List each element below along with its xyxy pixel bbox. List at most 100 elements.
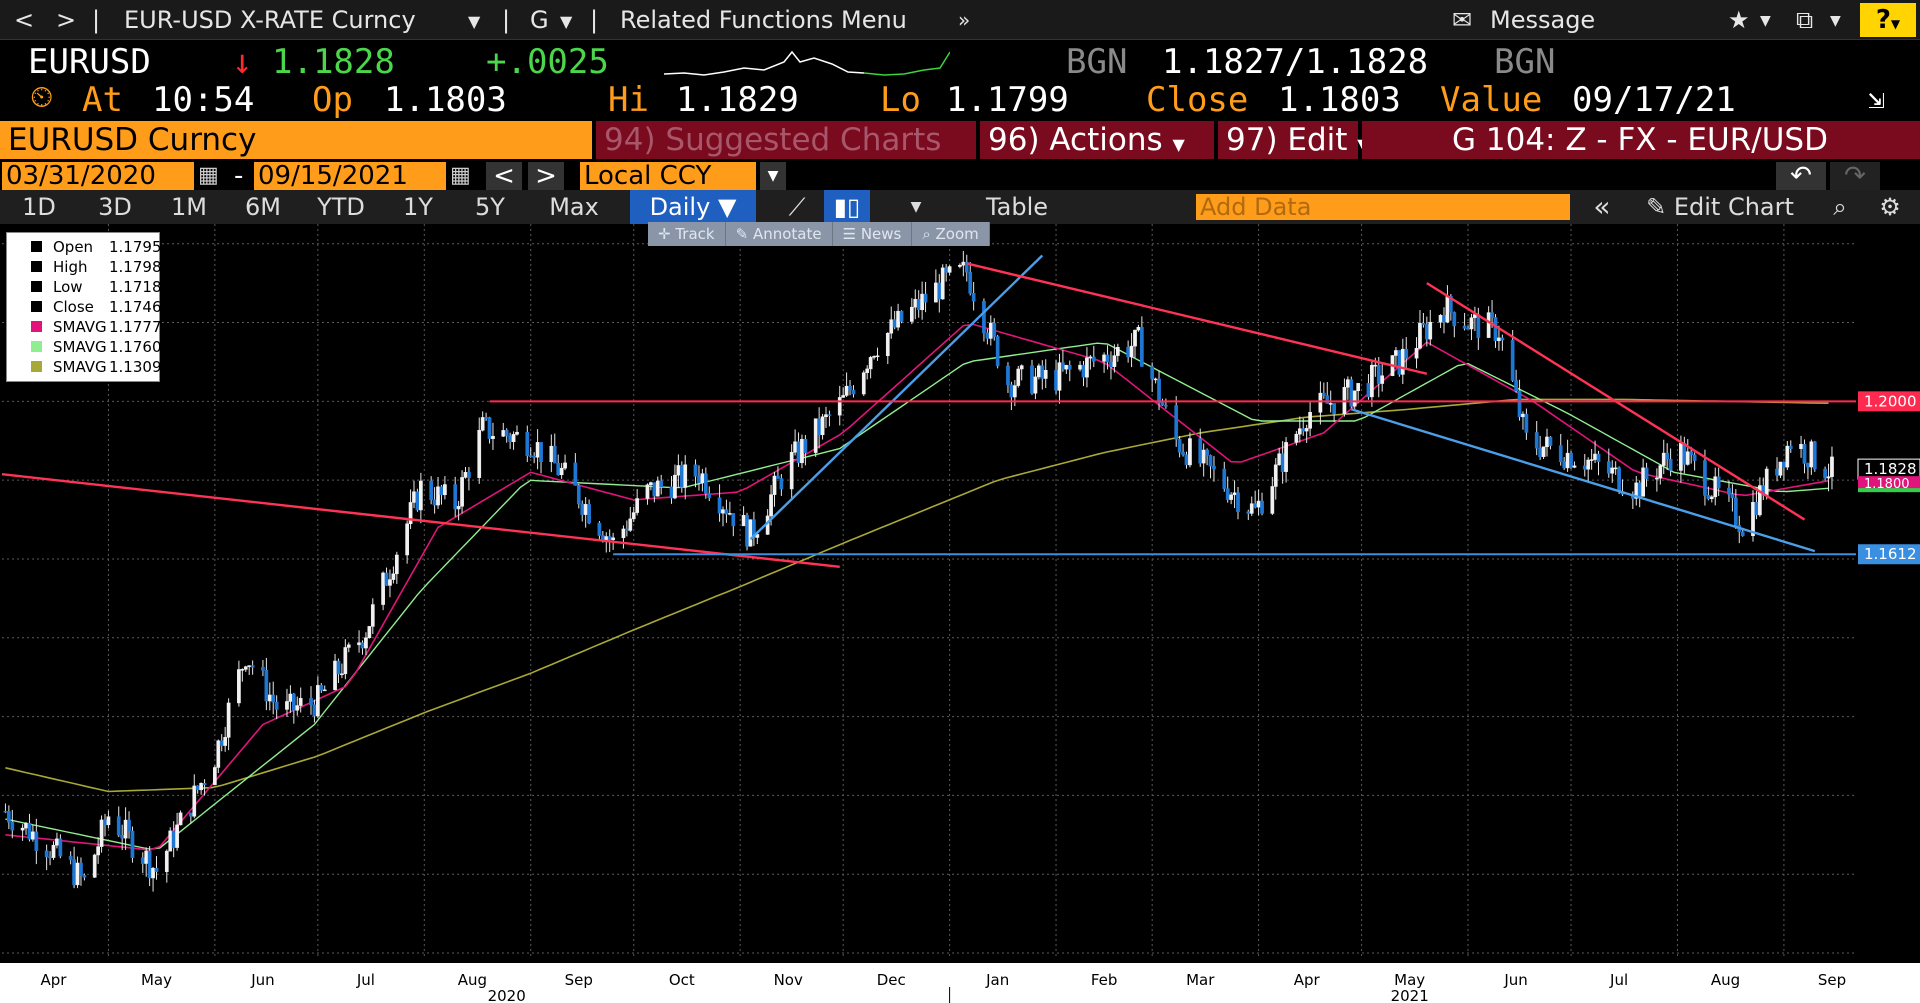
- security-input[interactable]: EURUSD Curncy: [0, 121, 592, 159]
- candle: [1181, 451, 1185, 455]
- suggested-charts-button[interactable]: 94) Suggested Charts: [596, 121, 976, 159]
- forward-button[interactable]: >: [56, 6, 77, 34]
- candle: [316, 685, 320, 717]
- next-period-button[interactable]: >: [528, 162, 564, 190]
- sma-label: 1.1800: [1864, 477, 1910, 492]
- gear-icon[interactable]: ⚙: [1879, 193, 1901, 221]
- candle: [79, 862, 83, 876]
- period-button-max[interactable]: Max: [549, 193, 599, 221]
- add-data-input[interactable]: Add Data: [1196, 194, 1570, 220]
- candle: [1054, 369, 1058, 391]
- candle: [1582, 465, 1587, 470]
- envelope-icon[interactable]: ✉: [1452, 6, 1473, 34]
- gauge-icon[interactable]: ⏲: [30, 80, 54, 115]
- chevron-down-icon[interactable]: ▼: [760, 162, 786, 190]
- legend-swatch: [31, 281, 42, 292]
- edit-menu[interactable]: 97) Edit ▼: [1218, 121, 1370, 159]
- back-button[interactable]: <: [14, 6, 35, 34]
- undo-icon[interactable]: ↶: [1776, 162, 1826, 190]
- period-button-3d[interactable]: 3D: [98, 193, 132, 221]
- candle: [1397, 350, 1402, 375]
- candle: [621, 528, 626, 539]
- table-button[interactable]: Table: [985, 193, 1049, 221]
- redo-icon[interactable]: ↷: [1830, 162, 1880, 190]
- function-selector[interactable]: G: [530, 6, 549, 34]
- related-functions-menu[interactable]: Related Functions Menu: [620, 6, 907, 34]
- chevron-down-icon[interactable]: ▼: [1760, 13, 1771, 29]
- period-button-6m[interactable]: 6M: [245, 193, 281, 221]
- candle: [96, 846, 100, 856]
- period-button-1y[interactable]: 1Y: [403, 193, 433, 221]
- candle: [683, 464, 688, 488]
- legend-label: Open: [53, 238, 94, 256]
- candle: [841, 395, 846, 398]
- x-month-label: Oct: [669, 971, 695, 989]
- x-month-label: Dec: [877, 971, 906, 989]
- double-chevron-down-icon[interactable]: »: [958, 8, 971, 32]
- chevron-down-icon[interactable]: ▼: [560, 12, 573, 31]
- candle: [776, 475, 780, 479]
- line-chart-icon[interactable]: ⟋: [788, 193, 806, 221]
- candle: [1733, 497, 1738, 526]
- sma-slow-line: [5, 398, 1829, 793]
- security-selector[interactable]: EUR-USD X-RATE Curncy: [124, 6, 416, 34]
- candle: [1273, 464, 1278, 487]
- actions-menu[interactable]: 96) Actions ▼: [980, 121, 1214, 159]
- candle: [216, 740, 221, 768]
- currency-selector[interactable]: Local CCY: [580, 162, 756, 190]
- track-tool[interactable]: ✛ Track: [648, 222, 726, 246]
- frequency-selector[interactable]: Daily ▼: [630, 190, 756, 224]
- chevron-down-icon[interactable]: ▼: [468, 12, 481, 31]
- export-icon[interactable]: ⇲: [1868, 82, 1885, 115]
- candle: [1308, 412, 1312, 429]
- edit-chart-button[interactable]: ✎ Edit Chart: [1646, 193, 1794, 221]
- candle: [140, 857, 145, 864]
- candle: [1418, 322, 1422, 349]
- collapse-icon[interactable]: «: [1593, 190, 1611, 223]
- candle: [580, 503, 585, 515]
- legend-value: 1.1798: [109, 258, 162, 276]
- candle: [298, 698, 303, 706]
- period-button-5y[interactable]: 5Y: [475, 193, 505, 221]
- trendline: [1, 473, 840, 569]
- chevron-down-icon[interactable]: ▼: [910, 199, 922, 215]
- candle: [1826, 476, 1831, 479]
- candle: [1565, 452, 1570, 469]
- zoom-tool[interactable]: ⌕ Zoom: [912, 222, 990, 246]
- start-date-input[interactable]: 03/31/2020: [2, 162, 194, 190]
- candle: [1153, 378, 1158, 381]
- candle: [1637, 482, 1642, 497]
- candle: [848, 385, 852, 391]
- price-chart[interactable]: 1.06001.08001.10001.12001.14001.16001.18…: [0, 224, 1920, 1003]
- candle: [779, 478, 784, 490]
- news-tool[interactable]: ☰ News: [833, 222, 913, 246]
- high-label: Hi: [608, 80, 649, 120]
- annotate-tool[interactable]: ✎ Annotate: [726, 222, 833, 246]
- candle: [419, 480, 423, 511]
- end-date-input[interactable]: 09/15/2021: [254, 162, 446, 190]
- message-button[interactable]: Message: [1490, 6, 1596, 34]
- open-value: 1.1803: [384, 80, 507, 120]
- candle: [319, 685, 324, 691]
- candle: [1500, 337, 1505, 341]
- window-icon[interactable]: ⧉: [1796, 6, 1814, 34]
- legend-label: High: [53, 258, 88, 276]
- x-axis-strip: [0, 963, 1920, 1003]
- period-button-1d[interactable]: 1D: [22, 193, 56, 221]
- help-button[interactable]: ?▼: [1860, 3, 1916, 37]
- candlestick-icon[interactable]: ▮▯: [824, 190, 870, 224]
- chart-settings-icon[interactable]: ⌕: [1833, 193, 1847, 221]
- chart-legend: Open 1.1795 High 1.1798 Low 1.1718 Close 1.1746…: [6, 232, 162, 382]
- period-button-ytd[interactable]: YTD: [317, 193, 365, 221]
- candle: [961, 261, 966, 266]
- previous-period-button[interactable]: <: [486, 162, 522, 190]
- candle: [1524, 413, 1529, 433]
- candle: [559, 467, 564, 476]
- candle: [1802, 444, 1807, 464]
- chevron-down-icon[interactable]: ▼: [1830, 13, 1841, 29]
- period-button-1m[interactable]: 1M: [171, 193, 207, 221]
- calendar-icon[interactable]: ▦: [450, 163, 471, 188]
- star-icon[interactable]: ★: [1728, 6, 1750, 34]
- candle: [587, 504, 591, 524]
- calendar-icon[interactable]: ▦: [198, 163, 219, 188]
